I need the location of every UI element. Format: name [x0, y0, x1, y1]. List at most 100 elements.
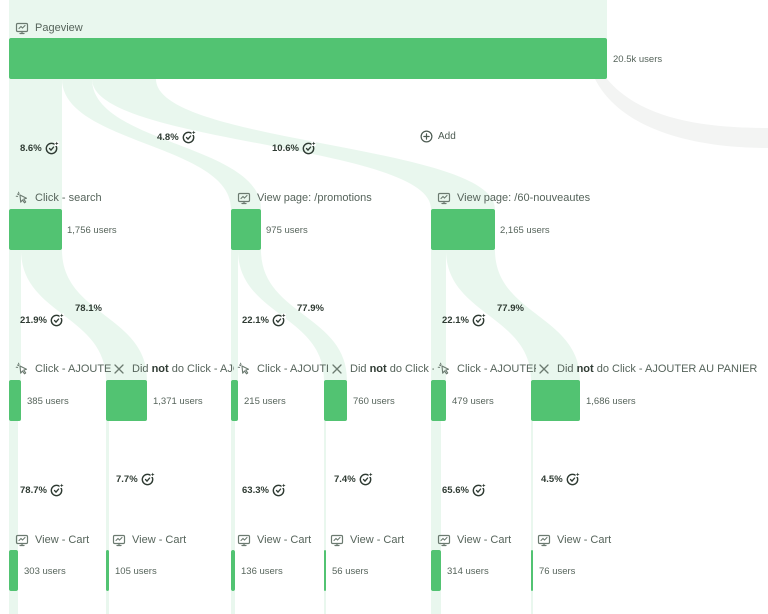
incoming-ribbon [9, 0, 607, 38]
branch-2-not-conversion: 77.9% [297, 303, 324, 314]
pageview-conversion-2-value: 4.8% [157, 131, 179, 143]
branch-1-not-label: Did not do Click - AJOUTER AU PANIER [112, 361, 234, 377]
branch-2-not-cart-bar[interactable] [324, 550, 326, 591]
branch-2-did-title: Click - AJOUTER AU PANIER [257, 363, 328, 375]
branch-3-did-title: Click - AJOUTER AU PANIER [457, 363, 536, 375]
branch-1-did-users: 385 users [27, 396, 69, 407]
flow-branch-1-did-cart-out [9, 591, 18, 614]
pageview-conversion-1-value: 8.6% [20, 142, 42, 154]
branch-1-not-cart-bar[interactable] [106, 550, 109, 591]
conversion-sparkle-icon [302, 141, 316, 155]
branch-2-did-cart-label: View - Cart [237, 532, 357, 548]
branch-2-did-users: 215 users [244, 396, 286, 407]
branch-1-did-cart-users: 303 users [24, 566, 66, 577]
branch-3-did-cart-title: View - Cart [457, 534, 512, 546]
branch-3-not-cart-users: 76 users [539, 566, 576, 577]
branch-3-bar[interactable] [431, 209, 495, 250]
branch-2-did-cart-bar[interactable] [231, 550, 235, 591]
not-emphasis: not [151, 363, 169, 375]
screen-icon [237, 533, 251, 547]
flow-branch-1-not-cart-out [106, 591, 109, 614]
branch-1-bar[interactable] [9, 209, 62, 250]
flow-branch-2-did-cart [231, 421, 235, 550]
conversion-sparkle-icon [45, 141, 59, 155]
did-suffix: do Click - AJOUTER AU PANIER [389, 363, 434, 375]
dropoff-ribbon [595, 79, 768, 148]
flow-branch-3-not-cart [531, 421, 533, 550]
branch-3-not-cart-bar[interactable] [531, 550, 533, 591]
conversion-sparkle-icon [272, 313, 286, 327]
did-prefix: Did [350, 363, 370, 375]
branch-1-did-conversion: 21.9% [20, 313, 64, 327]
flow-branch-3-did-cart-out [431, 591, 441, 614]
branch-1-not-conversion: 78.1% [75, 303, 102, 314]
close-icon [537, 362, 551, 376]
not-emphasis: not [576, 363, 594, 375]
branch-1-not-title: Did not do Click - AJOUTER AU PANIER [132, 363, 234, 375]
screen-icon [237, 191, 251, 205]
conversion-sparkle-icon [272, 483, 286, 497]
flow-branch-2-not-cart [324, 421, 326, 550]
branch-1-not-users: 1,371 users [153, 396, 203, 407]
add-step-button[interactable]: Add [420, 130, 456, 143]
flow-branch-1-did [9, 250, 21, 380]
branch-2-not-cart-title: View - Cart [350, 534, 405, 546]
branch-2-not-title: Did not do Click - AJOUTER AU PANIER [350, 363, 434, 375]
branch-3-did-conversion: 22.1% [442, 313, 486, 327]
flow-branch-3-not [446, 250, 580, 380]
branch-3-users: 2,165 users [500, 225, 550, 236]
branch-2-label: View page: /promotions [237, 190, 437, 206]
branch-1-did-conversion-value: 21.9% [20, 314, 47, 326]
branch-2-not-cart-users: 56 users [332, 566, 369, 577]
pageview-bar[interactable] [9, 38, 607, 79]
branch-1-did-cart-bar[interactable] [9, 550, 18, 591]
branch-3-not-cart-conversion-value: 4.5% [541, 473, 563, 485]
conversion-sparkle-icon [50, 313, 64, 327]
branch-1-did-cart-label: View - Cart [15, 532, 135, 548]
branch-3-title: View page: /60-nouveautes [457, 192, 591, 204]
conversion-sparkle-icon [182, 130, 196, 144]
flow-root-branch-2 [62, 79, 261, 209]
screen-icon [437, 191, 451, 205]
branch-3-did-conversion-value: 22.1% [442, 314, 469, 326]
branch-2-not-cart-conversion-value: 7.4% [334, 473, 356, 485]
flow-branch-2-not-cart-out [324, 591, 326, 614]
flow-branch-2-not [238, 250, 347, 380]
flow-branch-1-not-cart [106, 421, 109, 550]
not-emphasis: not [369, 363, 387, 375]
branch-1-not-conversion-value: 78.1% [75, 303, 102, 314]
branch-1-did-title: Click - AJOUTER AU PANIER [35, 363, 112, 375]
branch-2-not-conversion-value: 77.9% [297, 303, 324, 314]
branch-2-did-bar[interactable] [231, 380, 238, 421]
branch-1-not-bar[interactable] [106, 380, 147, 421]
flow-branch-3-not-cart-out [531, 591, 533, 614]
branch-2-did-cart-title: View - Cart [257, 534, 312, 546]
click-icon [437, 362, 451, 376]
branch-2-not-cart-label: View - Cart [330, 532, 450, 548]
conversion-sparkle-icon [566, 472, 580, 486]
flow-branch-1-did-cart [9, 421, 18, 550]
branch-3-not-title: Did not do Click - AJOUTER AU PANIER [557, 363, 757, 375]
branch-1-not-cart-conversion-value: 7.7% [116, 473, 138, 485]
close-icon [112, 362, 126, 376]
branch-3-did-bar[interactable] [431, 380, 446, 421]
branch-2-did-cart-users: 136 users [241, 566, 283, 577]
branch-1-did-bar[interactable] [9, 380, 21, 421]
add-step-label: Add [438, 131, 456, 142]
branch-1-label: Click - search [15, 190, 215, 206]
branch-3-not-bar[interactable] [531, 380, 580, 421]
branch-2-not-cart-conversion: 7.4% [334, 472, 373, 486]
branch-2-bar[interactable] [231, 209, 261, 250]
click-icon [15, 191, 29, 205]
screen-icon [15, 533, 29, 547]
branch-3-did-cart-conversion: 65.6% [442, 483, 486, 497]
branch-1-title: Click - search [35, 192, 102, 204]
flow-branch-1-not [21, 250, 147, 380]
branch-2-did-conversion-value: 22.1% [242, 314, 269, 326]
pageview-users: 20.5k users [613, 54, 663, 65]
branch-3-did-cart-bar[interactable] [431, 550, 441, 591]
branch-2-not-bar[interactable] [324, 380, 347, 421]
branch-3-not-users: 1,686 users [586, 396, 636, 407]
pageview-title: Pageview [35, 22, 83, 34]
